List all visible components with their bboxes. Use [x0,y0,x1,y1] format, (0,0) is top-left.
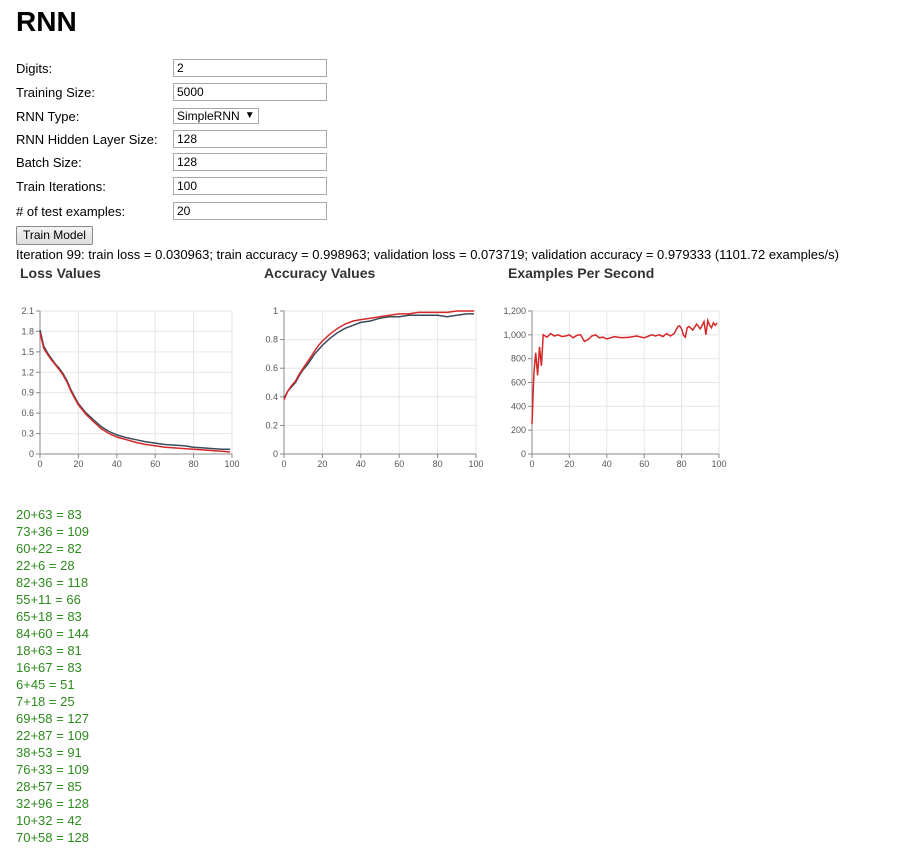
series-line-0 [39,329,231,450]
rnn-type-label: RNN Type: [16,108,80,124]
page-title: RNN [16,6,77,37]
hidden-size-label: RNN Hidden Layer Size: [16,131,158,147]
rnn-type-row: RNN Type: SimpleRNN ▼ [16,106,259,126]
test-example-item: 20+63 = 83 [16,507,82,522]
train-iterations-input[interactable] [173,177,327,195]
test-example-item: 16+67 = 83 [16,660,82,675]
test-example-item: 60+22 = 82 [16,541,82,556]
batch-size-row: Batch Size: [16,152,327,172]
hidden-size-input[interactable] [173,130,327,148]
x-tick-label: 0 [37,459,42,469]
training-size-input[interactable] [173,83,327,101]
y-tick-label: 0.2 [265,420,278,430]
chevron-down-icon: ▼ [244,110,255,121]
y-tick-label: 1.2 [21,367,34,377]
series-line-0 [283,313,475,399]
x-tick-label: 40 [356,459,366,469]
y-tick-label: 600 [511,378,526,388]
test-example-item: 32+96 = 128 [16,796,90,811]
x-tick-label: 100 [711,459,726,469]
y-tick-label: 400 [511,401,526,411]
x-tick-label: 0 [281,459,286,469]
accuracy-chart: 0 20 40 60 80 100 0 0.2 0.4 0.6 0.8 1 [265,306,483,469]
test-example-item: 55+11 = 66 [16,592,81,607]
y-tick-label: 0.3 [21,429,34,439]
test-example-item: 28+57 = 85 [16,779,82,794]
examples-per-second-chart: 0 20 40 60 80 100 0 200 400 600 800 1,000 1,200 [503,306,726,469]
y-tick-label: 1.5 [21,347,34,357]
train-iterations-row: Train Iterations: [16,176,327,196]
y-tick-label: 0.6 [21,408,34,418]
x-tick-label: 40 [602,459,612,469]
x-tick-label: 60 [394,459,404,469]
batch-size-input[interactable] [173,153,327,171]
rnn-type-select[interactable]: SimpleRNN ▼ [173,108,259,124]
x-tick-label: 100 [224,459,239,469]
examples-per-second-chart-title: Examples Per Second [508,265,655,281]
y-tick-label: 0.4 [265,392,278,402]
test-example-item: 70+58 = 128 [16,830,90,845]
loss-chart-title: Loss Values [20,265,101,281]
x-tick-label: 20 [564,459,574,469]
y-tick-label: 0 [273,449,278,459]
test-example-item: 22+6 = 28 [16,558,75,573]
test-example-item: 84+60 = 144 [16,626,90,641]
test-example-item: 76+33 = 109 [16,762,90,777]
y-tick-label: 200 [511,425,526,435]
digits-row: Digits: [16,58,327,78]
test-examples-label: # of test examples: [16,203,126,219]
test-examples-list: 20+63 = 83 73+36 = 109 60+22 = 82 22+6 = 28… [16,506,89,846]
x-tick-label: 20 [317,459,327,469]
test-example-item: 10+32 = 42 [16,813,82,828]
test-example-item: 69+58 = 127 [16,711,90,726]
test-example-item: 18+63 = 81 [16,643,82,658]
test-example-item: 38+53 = 91 [16,745,82,760]
test-example-item: 6+45 = 51 [16,677,75,692]
y-tick-label: 1.8 [21,326,34,336]
y-tick-label: 0.6 [265,363,278,373]
series-line-1 [39,332,231,453]
x-tick-label: 80 [189,459,199,469]
y-tick-label: 2.1 [21,306,34,316]
training-size-label: Training Size: [16,84,95,100]
loss-chart: 0 20 40 60 80 100 0 0.3 0.6 0.9 1.2 1.5 1.8 2.1 [21,306,239,469]
test-examples-input[interactable] [173,202,327,220]
y-tick-label: 1 [273,306,278,316]
y-tick-label: 0 [29,449,34,459]
test-example-item: 65+18 = 83 [16,609,82,624]
y-tick-label: 1,200 [503,306,526,316]
x-tick-label: 40 [112,459,122,469]
x-tick-label: 80 [433,459,443,469]
x-tick-label: 60 [639,459,649,469]
batch-size-label: Batch Size: [16,154,82,170]
test-examples-row: # of test examples: [16,201,327,221]
training-size-row: Training Size: [16,82,327,102]
test-example-item: 82+36 = 118 [16,575,89,590]
train-model-button[interactable]: Train Model [16,226,93,245]
hidden-size-row: RNN Hidden Layer Size: [16,129,327,149]
x-tick-label: 0 [529,459,534,469]
y-tick-label: 800 [511,354,526,364]
accuracy-chart-title: Accuracy Values [264,265,376,281]
digits-input[interactable] [173,59,327,77]
test-example-item: 73+36 = 109 [16,524,90,539]
y-tick-label: 0.8 [265,335,278,345]
x-tick-label: 20 [73,459,83,469]
training-status: Iteration 99: train loss = 0.030963; tra… [16,247,839,262]
y-tick-label: 1,000 [503,330,526,340]
series-line-1 [283,310,475,401]
y-tick-label: 0 [521,449,526,459]
test-example-item: 22+87 = 109 [16,728,90,743]
x-tick-label: 80 [677,459,687,469]
test-example-item: 7+18 = 25 [16,694,75,709]
y-tick-label: 0.9 [21,388,34,398]
rnn-type-value: SimpleRNN [177,109,240,123]
train-iterations-label: Train Iterations: [16,178,106,194]
x-tick-label: 60 [150,459,160,469]
series-line-0 [531,317,718,425]
digits-label: Digits: [16,60,53,76]
x-tick-label: 100 [468,459,483,469]
